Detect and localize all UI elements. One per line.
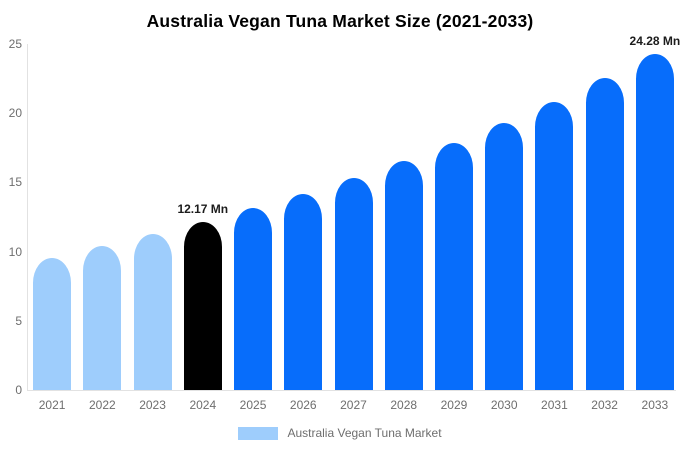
- bar-2022: [83, 245, 122, 390]
- x-tick-2027: 2027: [340, 398, 367, 412]
- bar-2024: [183, 221, 222, 390]
- y-tick-0: 0: [15, 383, 22, 397]
- bar-2021: [33, 257, 72, 390]
- x-tick-2031: 2031: [541, 398, 568, 412]
- x-tick-2032: 2032: [591, 398, 618, 412]
- x-axis-line: [27, 390, 676, 391]
- bar-2030: [485, 122, 524, 390]
- x-tick-2023: 2023: [139, 398, 166, 412]
- legend-label: Australia Vegan Tuna Market: [287, 426, 442, 440]
- y-tick-5: 5: [15, 313, 22, 328]
- x-tick-2026: 2026: [289, 398, 317, 412]
- bar-2029: [434, 142, 473, 390]
- chart-title: Australia Vegan Tuna Market Size (2021-2…: [146, 11, 534, 31]
- bar-2032: [585, 78, 624, 390]
- legend-swatch: [238, 426, 279, 440]
- value-label-2024: 12.17 Mn: [177, 201, 229, 216]
- x-tick-2028: 2028: [390, 398, 418, 412]
- legend-item[interactable]: Australia Vegan Tuna Market: [0, 426, 680, 440]
- bar-2023: [133, 234, 172, 390]
- y-axis-line: [27, 44, 28, 390]
- x-tick-2030: 2030: [490, 398, 518, 412]
- x-tick-2033: 2033: [641, 398, 669, 412]
- y-tick-20: 20: [8, 106, 22, 121]
- bar-2025: [234, 208, 273, 390]
- bar-2031: [535, 101, 574, 390]
- x-tick-2024: 2024: [189, 398, 217, 412]
- x-tick-2021: 2021: [38, 398, 66, 412]
- y-tick-25: 25: [8, 37, 22, 51]
- x-tick-2025: 2025: [239, 398, 267, 412]
- bar-2026: [284, 193, 323, 390]
- value-label-2033: 24.28 Mn: [629, 33, 680, 48]
- bar-2033: [635, 53, 674, 390]
- x-tick-2029: 2029: [440, 398, 468, 412]
- y-tick-10: 10: [8, 244, 22, 259]
- y-tick-15: 15: [8, 175, 22, 190]
- bar-2027: [334, 177, 373, 390]
- x-tick-2022: 2022: [88, 398, 116, 412]
- bar-2028: [384, 160, 423, 390]
